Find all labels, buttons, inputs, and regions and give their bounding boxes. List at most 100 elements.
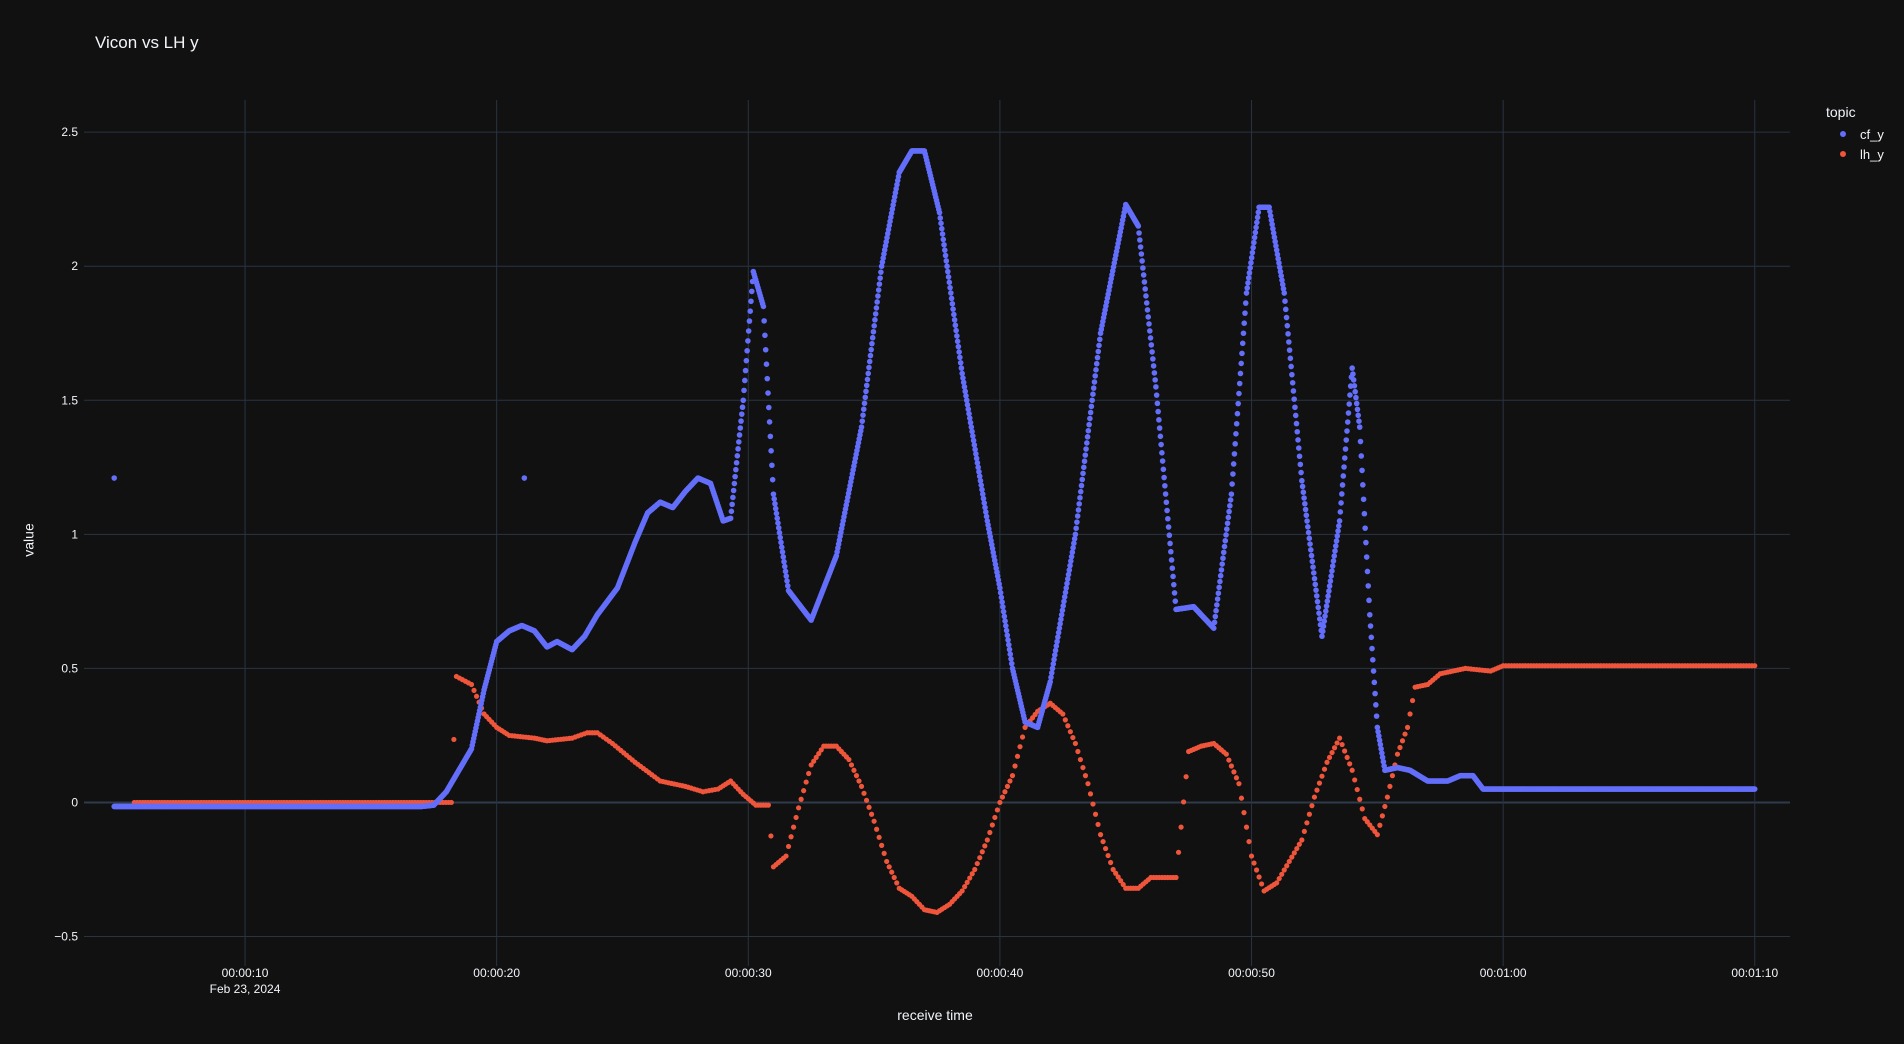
point-cf-y	[1087, 415, 1093, 422]
point-lh-y	[1012, 763, 1018, 769]
point-cf-y	[1245, 275, 1252, 281]
point-cf-y	[1079, 476, 1086, 483]
point-lh-y	[1092, 811, 1099, 817]
point-cf-y	[1220, 555, 1226, 562]
point-lh-y	[1223, 751, 1229, 757]
point-cf-y	[1242, 310, 1248, 316]
legend[interactable]: topic cf_y lh_y	[1826, 104, 1884, 164]
point-cf-y	[1060, 603, 1066, 609]
point-lh-y	[1326, 754, 1333, 761]
point-cf-y	[1151, 370, 1158, 376]
point-cf-y	[1313, 593, 1320, 599]
point-lh-y	[871, 818, 877, 824]
point-cf-y	[1378, 746, 1384, 752]
point-cf-y	[1303, 512, 1310, 519]
point-cf-y	[1305, 529, 1312, 536]
point-cf-y	[1298, 469, 1304, 476]
legend-item-lh-y[interactable]: lh_y	[1840, 144, 1884, 164]
point-cf-y	[872, 311, 879, 317]
point-cf-y	[943, 258, 950, 264]
point-lh-y	[881, 850, 887, 856]
point-cf-y	[966, 415, 973, 421]
point-cf-y	[1319, 628, 1326, 635]
point-cf-y	[1250, 244, 1256, 251]
point-cf-y	[1316, 616, 1323, 622]
point-cf-y	[1366, 597, 1372, 604]
point-cf-y	[983, 513, 990, 520]
point-cf-y	[1369, 645, 1375, 652]
point-cf-y	[1322, 613, 1328, 619]
point-lh-y	[1017, 744, 1023, 750]
point-cf-y	[1377, 741, 1384, 748]
point-lh-y	[962, 884, 968, 890]
point-lh-y	[1118, 878, 1124, 884]
point-cf-y	[1281, 290, 1288, 296]
point-cf-y	[1267, 213, 1274, 219]
point-cf-y	[967, 419, 974, 426]
point-cf-y	[1344, 419, 1351, 425]
point-cf-y	[1162, 482, 1168, 489]
point-cf-y	[1003, 623, 1009, 629]
point-cf-y	[1241, 320, 1248, 327]
point-cf-y	[1000, 608, 1007, 615]
point-cf-y	[941, 241, 947, 248]
point-cf-y	[951, 317, 958, 323]
point-cf-y	[1170, 573, 1176, 580]
point-cf-y	[1085, 427, 1092, 434]
point-cf-y	[1065, 571, 1072, 578]
point-cf-y	[762, 346, 769, 353]
point-cf-y	[734, 452, 741, 459]
point-cf-y	[1327, 578, 1334, 584]
point-cf-y	[966, 410, 972, 417]
point-cf-y	[1231, 451, 1238, 457]
point-lh-y	[765, 802, 772, 808]
point-cf-y	[1162, 491, 1169, 497]
point-cf-y	[945, 268, 951, 275]
chart-title: Vicon vs LH y	[95, 33, 199, 52]
point-lh-y	[448, 799, 454, 806]
point-cf-y	[730, 487, 737, 494]
point-cf-y	[1340, 473, 1347, 479]
point-cf-y	[1140, 272, 1147, 278]
point-cf-y	[1355, 412, 1362, 419]
point-cf-y	[1048, 670, 1055, 676]
point-cf-y	[1270, 230, 1277, 236]
point-cf-y	[1353, 400, 1360, 407]
point-cf-y	[1301, 495, 1307, 501]
point-cf-y	[1052, 647, 1059, 654]
point-cf-y	[1144, 307, 1151, 313]
point-cf-y	[774, 515, 781, 522]
point-cf-y	[738, 418, 744, 424]
legend-item-cf-y[interactable]: cf_y	[1840, 124, 1884, 144]
point-cf-y	[1171, 581, 1177, 588]
point-cf-y	[1084, 440, 1090, 446]
point-lh-y	[866, 804, 872, 810]
point-cf-y	[869, 340, 875, 347]
point-cf-y	[1072, 531, 1079, 538]
point-cf-y	[1356, 424, 1363, 430]
x-tick-label: 00:01:00	[1480, 966, 1527, 980]
point-lh-y	[1108, 859, 1114, 866]
point-cf-y	[1094, 354, 1101, 361]
point-lh-y	[1314, 787, 1320, 793]
point-cf-y	[1249, 249, 1256, 256]
point-cf-y	[1238, 360, 1245, 367]
point-lh-y	[1377, 822, 1383, 828]
point-lh-y	[879, 842, 885, 848]
point-lh-y	[846, 756, 852, 763]
point-cf-y	[957, 354, 963, 361]
point-lh-y	[1384, 794, 1391, 800]
point-cf-y	[972, 446, 978, 453]
point-cf-y	[949, 300, 956, 307]
point-cf-y	[1307, 547, 1314, 553]
point-cf-y	[1166, 532, 1173, 539]
point-cf-y	[1143, 300, 1150, 306]
point-cf-y	[742, 367, 749, 374]
point-cf-y	[1341, 455, 1348, 461]
point-lh-y	[967, 875, 973, 881]
point-cf-y	[1333, 538, 1340, 544]
point-cf-y	[1239, 350, 1245, 357]
point-cf-y	[766, 404, 772, 411]
point-cf-y	[739, 404, 746, 411]
y-tick-label: 2	[71, 259, 78, 273]
